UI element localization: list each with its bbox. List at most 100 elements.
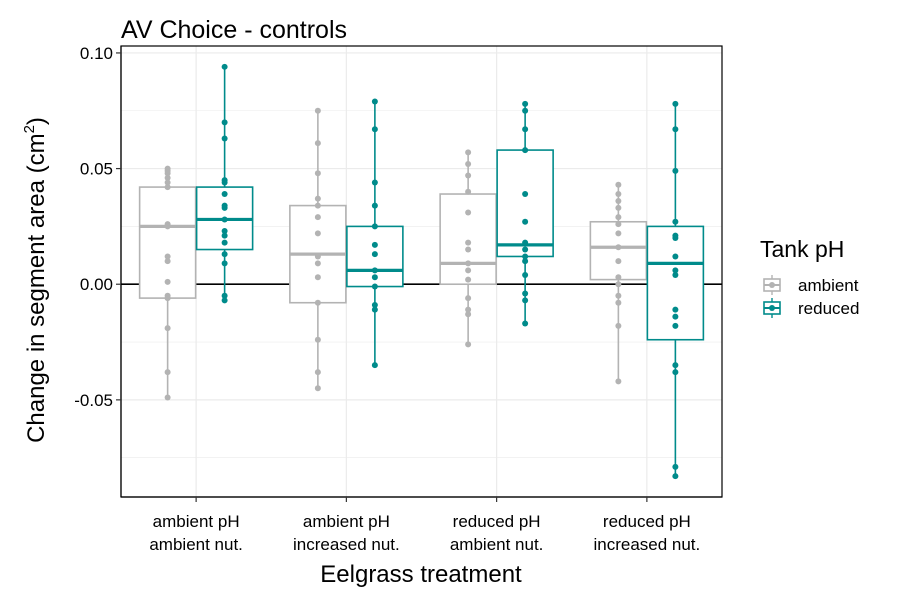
- data-point: [221, 135, 228, 142]
- data-point: [522, 258, 529, 265]
- data-point: [371, 202, 378, 209]
- data-point: [465, 209, 472, 216]
- data-point: [314, 299, 321, 306]
- data-point: [164, 295, 171, 302]
- data-point: [522, 271, 529, 278]
- data-point: [371, 223, 378, 230]
- data-point: [522, 147, 529, 154]
- y-axis-title-text: Change in segment area (cm: [23, 133, 50, 443]
- data-point: [522, 246, 529, 253]
- data-point: [221, 232, 228, 239]
- data-point: [465, 160, 472, 167]
- data-point: [672, 463, 679, 470]
- data-point: [522, 107, 529, 114]
- data-point: [615, 274, 622, 281]
- data-point: [371, 251, 378, 258]
- boxplot-ambient-1: [138, 165, 197, 401]
- data-point: [465, 267, 472, 274]
- data-point: [522, 253, 529, 260]
- legend-label-ambient: ambient: [798, 276, 859, 295]
- boxplot-ambient-4: [589, 181, 648, 385]
- data-point: [371, 126, 378, 133]
- boxplot-reduced-4: [646, 100, 705, 480]
- data-point: [672, 362, 679, 369]
- y-axis-title-close: ): [23, 117, 50, 125]
- data-point: [615, 221, 622, 228]
- data-point: [465, 260, 472, 267]
- data-point: [615, 292, 622, 299]
- x-tick-label-line2: ambient nut.: [450, 535, 544, 554]
- box: [646, 225, 705, 341]
- y-tick-label: 0.00: [80, 275, 113, 294]
- data-point: [314, 107, 321, 114]
- data-point: [314, 214, 321, 221]
- y-tick-label: 0.05: [80, 160, 113, 179]
- data-point: [672, 218, 679, 225]
- x-axis: ambient pH ambient nut. ambient pH increase…: [121, 496, 722, 554]
- x-tick-label-line1: reduced pH: [603, 512, 691, 531]
- data-point: [314, 195, 321, 202]
- data-point: [164, 258, 171, 265]
- data-point: [371, 362, 378, 369]
- data-point: [672, 271, 679, 278]
- data-point: [465, 172, 472, 179]
- x-axis-title: Eelgrass treatment: [320, 561, 522, 588]
- data-point: [314, 260, 321, 267]
- data-point: [164, 223, 171, 230]
- data-point: [615, 214, 622, 221]
- legend: Tank pH ambient reduced: [760, 236, 859, 318]
- data-point: [371, 98, 378, 105]
- data-point: [314, 336, 321, 343]
- data-point: [615, 281, 622, 288]
- plot-panel: [120, 45, 723, 498]
- y-axis-title-superscript: 2: [21, 125, 38, 133]
- data-point: [615, 244, 622, 251]
- data-point: [522, 218, 529, 225]
- data-point: [615, 197, 622, 204]
- data-point: [371, 179, 378, 186]
- data-point: [522, 126, 529, 133]
- data-point: [522, 239, 529, 246]
- data-point: [465, 149, 472, 156]
- data-point: [314, 385, 321, 392]
- x-tick-label-line2: ambient nut.: [149, 535, 243, 554]
- data-point: [672, 126, 679, 133]
- legend-key-point: [769, 305, 775, 311]
- data-point: [221, 204, 228, 211]
- data-point: [371, 241, 378, 248]
- data-point: [164, 394, 171, 401]
- x-tick-label-line1: ambient pH: [303, 512, 390, 531]
- boxplot-reduced-2: [346, 98, 404, 369]
- x-tick-label-line2: increased nut.: [593, 535, 700, 554]
- data-point: [615, 299, 622, 306]
- y-tick-label: -0.05: [74, 391, 113, 410]
- x-tick-label-line1: ambient pH: [153, 512, 240, 531]
- data-point: [164, 278, 171, 285]
- legend-label-reduced: reduced: [798, 299, 859, 318]
- data-point: [672, 234, 679, 241]
- data-point: [164, 325, 171, 332]
- data-point: [615, 258, 622, 265]
- data-point: [672, 322, 679, 329]
- data-point: [164, 369, 171, 376]
- data-point: [615, 322, 622, 329]
- data-point: [465, 311, 472, 318]
- data-point: [672, 167, 679, 174]
- data-point: [164, 170, 171, 177]
- data-point: [672, 267, 679, 274]
- data-point: [465, 246, 472, 253]
- data-point: [371, 274, 378, 281]
- data-point: [164, 179, 171, 186]
- data-point: [672, 313, 679, 320]
- data-point: [314, 253, 321, 260]
- data-point: [371, 302, 378, 309]
- data-point: [522, 320, 529, 327]
- data-point: [164, 253, 171, 260]
- data-point: [465, 188, 472, 195]
- boxplot-reduced-3: [496, 100, 554, 327]
- legend-key-point: [769, 282, 775, 288]
- data-point: [221, 239, 228, 246]
- data-point: [221, 216, 228, 223]
- x-tick-label-line1: reduced pH: [453, 512, 541, 531]
- boxplots: [138, 63, 705, 480]
